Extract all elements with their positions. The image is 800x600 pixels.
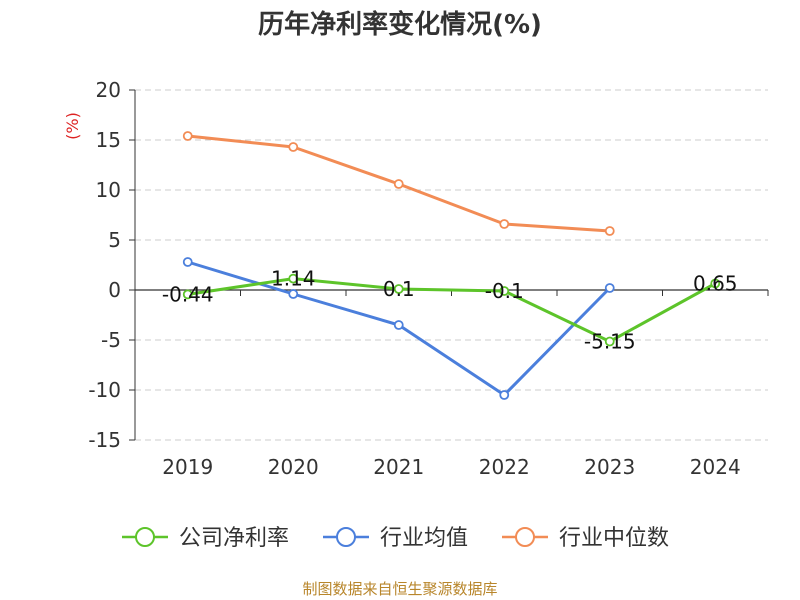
data-point bbox=[604, 226, 615, 236]
data-point bbox=[288, 289, 299, 299]
source-note: 制图数据来自恒生聚源数据库 bbox=[302, 580, 497, 598]
data-point bbox=[499, 390, 510, 400]
legend-marker bbox=[135, 527, 155, 547]
series-layer bbox=[182, 131, 721, 400]
x-tick-label: 2022 bbox=[479, 455, 530, 479]
legend-label: 公司净利率 bbox=[179, 526, 289, 551]
data-point bbox=[182, 257, 193, 267]
legend-item: 公司净利率 bbox=[122, 526, 289, 551]
series-2 bbox=[182, 131, 615, 236]
data-point bbox=[288, 142, 299, 152]
y-tick-label: -15 bbox=[88, 428, 121, 452]
y-tick-label: -10 bbox=[88, 378, 121, 402]
y-tick-label: -5 bbox=[101, 328, 121, 352]
x-tick-label: 2020 bbox=[268, 455, 319, 479]
legend-marker bbox=[515, 527, 535, 547]
legend-item: 行业中位数 bbox=[502, 526, 669, 551]
legend-marker bbox=[336, 527, 356, 547]
data-label: 0.65 bbox=[693, 272, 738, 296]
axes: 20 15 10 5 0 -5 -10 -15 2019 2020 2021 2022 2023 2024 bbox=[88, 78, 769, 479]
y-tick-label: 10 bbox=[96, 178, 121, 202]
series-0 bbox=[182, 273, 721, 347]
x-tick-label: 2024 bbox=[690, 455, 741, 479]
x-tick-label: 2021 bbox=[373, 455, 424, 479]
data-point bbox=[393, 179, 404, 189]
y-tick-label: 0 bbox=[108, 278, 121, 302]
x-tick-label: 2023 bbox=[584, 455, 635, 479]
data-point bbox=[499, 286, 510, 296]
data-point bbox=[604, 283, 615, 293]
legend-item: 行业均值 bbox=[323, 526, 468, 551]
data-point bbox=[393, 320, 404, 330]
grid-lines bbox=[135, 89, 768, 441]
data-point bbox=[604, 336, 615, 347]
legend-label: 行业均值 bbox=[380, 526, 468, 551]
data-label: 1.14 bbox=[271, 267, 316, 291]
data-label: 0.1 bbox=[383, 277, 415, 301]
data-point bbox=[182, 131, 193, 141]
legend: 公司净利率 行业均值 行业中位数 bbox=[122, 526, 669, 551]
data-labels: -0.44 1.14 0.1 -0.1 -5.15 0.65 bbox=[162, 267, 738, 354]
chart-title: 历年净利率变化情况(%) bbox=[258, 9, 542, 40]
data-label: -5.15 bbox=[584, 330, 636, 354]
data-point bbox=[393, 284, 404, 294]
y-axis-label: (%) bbox=[63, 112, 82, 140]
y-tick-label: 5 bbox=[108, 228, 121, 252]
y-tick-label: 20 bbox=[96, 78, 121, 102]
data-point bbox=[182, 289, 193, 300]
legend-label: 行业中位数 bbox=[559, 526, 669, 551]
y-tick-label: 15 bbox=[96, 128, 121, 152]
data-point bbox=[710, 278, 721, 289]
data-point bbox=[288, 273, 299, 284]
x-tick-label: 2019 bbox=[162, 455, 213, 479]
data-point bbox=[499, 219, 510, 229]
series-line bbox=[187, 277, 716, 343]
data-label: -0.44 bbox=[162, 282, 214, 306]
data-label: -0.1 bbox=[485, 279, 524, 303]
